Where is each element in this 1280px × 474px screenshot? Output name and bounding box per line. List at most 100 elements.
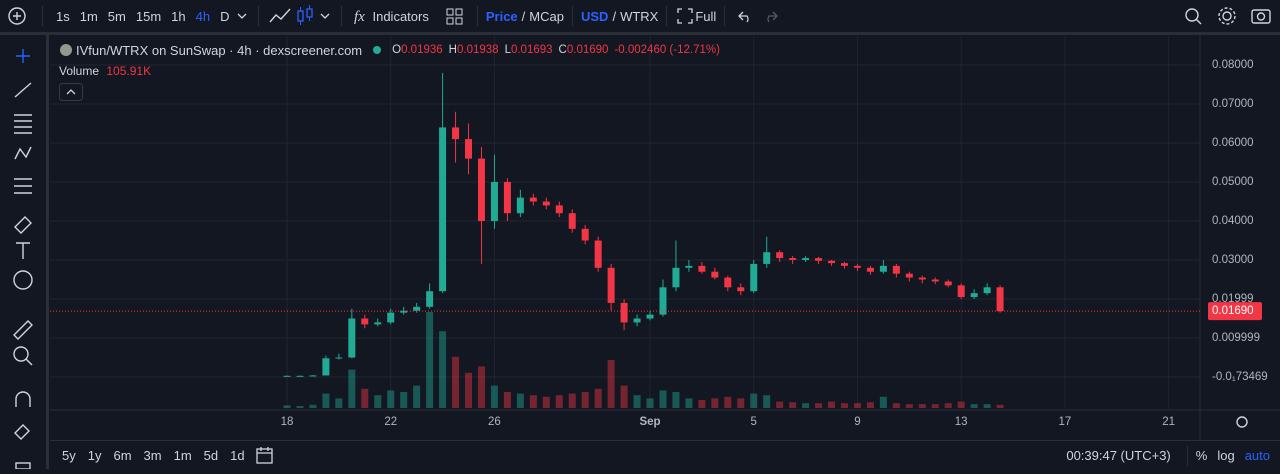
volume-bar [516,393,524,408]
volume-bar [996,404,1004,408]
candle-body [879,265,887,272]
x-tick-label: 21 [1162,416,1175,428]
range-buttons: 5y 1y 6m 3m 1m 5d 1d [50,448,251,463]
candle-body [581,228,589,241]
candle-body [970,293,978,298]
auto-toggle[interactable]: auto [1244,448,1270,463]
separator [476,6,478,26]
timeframe-dropdown[interactable] [234,0,250,32]
price-toggle[interactable]: Price [485,8,518,24]
range-button[interactable]: 5d [203,448,219,463]
separator [341,6,343,26]
candle-body [944,281,952,286]
timeframe-button[interactable]: 1m [79,8,98,24]
mcap-toggle[interactable]: MCap [529,8,564,24]
layout-icon[interactable] [429,0,469,32]
volume-bar [452,356,460,408]
volume-bar [970,404,978,408]
volume-bar [724,396,732,408]
volume-bar [400,392,408,408]
range-button[interactable]: 1y [87,448,102,463]
range-button[interactable]: 1m [173,448,192,463]
fullscreen-icon[interactable] [675,0,695,32]
candle-body [542,201,550,206]
volume-bar [840,403,848,408]
volume-bar [477,366,485,408]
chart-type-dropdown[interactable] [317,0,333,32]
candle-body [957,285,965,298]
range-button[interactable]: 3m [143,448,162,463]
ohlc-label: C [558,44,567,56]
y-tick-label: 0.01999 [1212,293,1254,305]
candle-body [477,158,485,222]
line-chart-icon[interactable] [267,0,293,32]
drawing-tools[interactable] [0,35,46,470]
add-symbol-icon[interactable] [0,0,34,32]
full-button[interactable]: Full [695,8,717,24]
log-toggle[interactable]: log [1217,448,1235,463]
candle-body [283,375,291,377]
candle-body [931,279,939,282]
candle-body [335,357,343,359]
volume-bar [983,404,991,408]
volume-bar [828,401,836,408]
percent-toggle[interactable]: % [1195,448,1208,463]
candle-body [659,287,667,315]
collapse-button[interactable] [59,83,83,101]
last-price-box [1208,302,1262,321]
candle-body [724,277,732,288]
range-button[interactable]: 5y [62,448,76,463]
separator [571,6,573,26]
timeframe-button[interactable]: 4h [195,8,211,24]
candle-body [607,267,615,303]
x-tick-label: 9 [854,416,860,428]
candle-body [555,205,563,214]
candle-body [309,375,317,377]
indicators-button[interactable]: Indicators [372,8,429,24]
bottom-bar: 5y 1y 6m 3m 1m 5d 1d 00:39:47 (UTC+3) % log au… [50,440,1280,470]
wtrx-toggle[interactable]: WTRX [620,8,659,24]
volume-bar [374,395,382,408]
x-tick-label: 22 [384,416,397,428]
timeframe-button[interactable]: 5m [107,8,126,24]
ohlc-value: 0.01693 [510,44,553,56]
timeframe-button[interactable]: 15m [135,8,162,24]
range-button[interactable]: 6m [113,448,132,463]
x-tick-label: 13 [955,416,968,428]
ohlc-value: 0.01938 [456,44,499,56]
candle-body [620,302,628,323]
volume-bar [465,372,473,408]
timeframe-button[interactable]: D [220,8,230,24]
volume-bar [296,406,304,408]
volume-bar [413,385,421,408]
right-icons[interactable] [1180,0,1280,32]
range-button[interactable]: 1d [230,448,245,463]
ohlc-value: 0.01936 [401,44,443,56]
change-value: -0.002460 (-12.71%) [614,44,720,56]
volume-bar [542,396,550,408]
candle-chart-icon[interactable] [293,0,317,32]
timeframe-button[interactable]: 1h [171,8,186,24]
candle-body [802,258,810,261]
candle-body [413,306,421,311]
y-tick-label: 0.08000 [1212,59,1254,71]
candle-body [866,267,874,272]
volume-bar [737,398,745,408]
undo-redo[interactable] [733,0,793,32]
timeframes: 1s 1m 5m 15m 1h 4h D [51,9,234,24]
goto-date-icon[interactable] [251,442,281,470]
usd-toggle[interactable]: USD [580,8,609,24]
volume-bar [568,393,576,408]
volume-bar [309,404,317,408]
volume-bar [283,405,291,408]
symbol-title: IVfun/WTRX on SunSwap · 4h · dexscreener… [76,42,363,58]
y-tick-label: 0.009999 [1212,332,1260,344]
volume-bar [750,393,758,408]
volume-label: Volume [59,64,100,78]
volume-bar [387,390,395,408]
fx-icon[interactable]: fx [350,0,372,32]
volume-bar [581,392,589,408]
candle-body [387,312,395,323]
timeframe-button[interactable]: 1s [56,8,70,24]
